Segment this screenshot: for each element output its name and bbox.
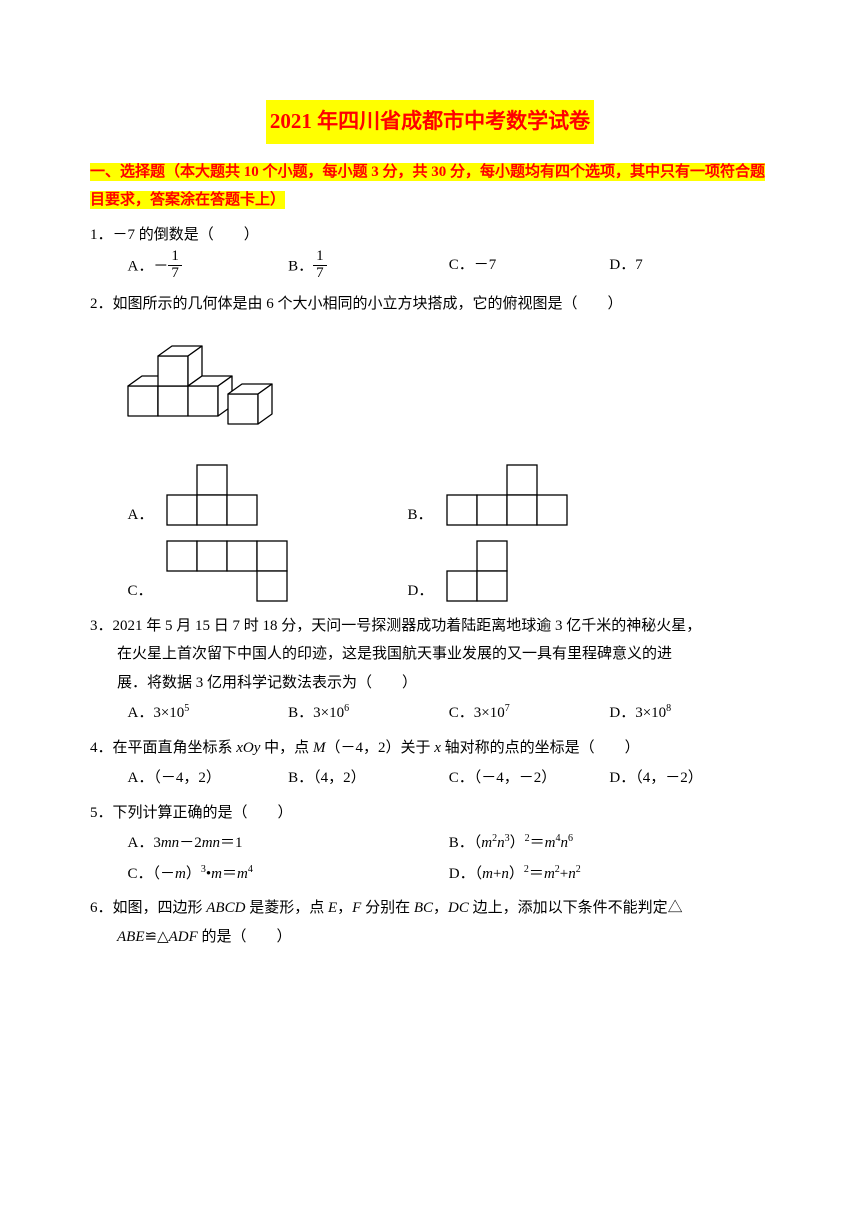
q3d-s: 8 bbox=[666, 703, 671, 714]
q3-option-a: A．3×105 bbox=[128, 699, 289, 728]
q2-optD-icon bbox=[445, 536, 515, 606]
q3-options: A．3×105 B．3×106 C．3×107 D．3×108 bbox=[90, 699, 770, 728]
question-5: 5．下列计算正确的是（ ） A．3mn－2mn＝1 B．（m2n3）2＝m4n6… bbox=[90, 799, 770, 889]
q4-option-a: A．（－4，2） bbox=[128, 764, 289, 793]
q2-3d-diagram bbox=[120, 326, 770, 452]
q4-x: x bbox=[434, 740, 441, 756]
q2-optA-icon bbox=[165, 460, 265, 530]
q3a-t: A．3×10 bbox=[128, 705, 185, 721]
q2-optB-label: B． bbox=[408, 501, 433, 530]
question-6: 6．如图，四边形 ABCD 是菱形，点 E，F 分别在 BC，DC 边上，添加以… bbox=[90, 894, 770, 951]
q2-optB-icon bbox=[445, 460, 575, 530]
q3c-t: C．3×10 bbox=[449, 705, 505, 721]
q3-line1: 3．2021 年 5 月 15 日 7 时 18 分，天问一号探测器成功着陆距离… bbox=[90, 612, 770, 641]
exam-title: 2021 年四川省成都市中考数学试卷 bbox=[266, 100, 594, 144]
q4-option-b: B．（4，2） bbox=[288, 764, 449, 793]
q3-line3: 展．将数据 3 亿用科学记数法表示为（ ） bbox=[90, 669, 770, 698]
question-4: 4．在平面直角坐标系 xOy 中，点 M（－4，2）关于 x 轴对称的点的坐标是… bbox=[90, 734, 770, 793]
q2-option-a: A． bbox=[128, 460, 408, 530]
q3a-s: 5 bbox=[184, 703, 189, 714]
q3-option-c: C．3×107 bbox=[449, 699, 610, 728]
section-1-header-wrap: 一、选择题（本大题共 10 个小题，每小题 3 分，共 30 分，每小题均有四个… bbox=[90, 158, 770, 215]
question-3: 3．2021 年 5 月 15 日 7 时 18 分，天问一号探测器成功着陆距离… bbox=[90, 612, 770, 728]
q1-options: A．－17 B．17 C．－7 D．7 bbox=[90, 251, 770, 284]
q2-row-cd: C． D． bbox=[128, 536, 771, 606]
q4-option-d: D．（4，－2） bbox=[609, 764, 770, 793]
q2-text: 2．如图所示的几何体是由 6 个大小相同的小立方块搭成，它的俯视图是（ ） bbox=[90, 290, 770, 319]
q6-2b: 的是（ ） bbox=[198, 929, 292, 945]
q4-m: M bbox=[313, 740, 326, 756]
q1-option-d: D．7 bbox=[609, 251, 770, 284]
q5-option-a: A．3mn－2mn＝1 bbox=[128, 829, 449, 858]
q3b-s: 6 bbox=[344, 703, 349, 714]
q2-optC-icon bbox=[165, 536, 295, 606]
q1-option-b: B．17 bbox=[288, 251, 449, 284]
q6-line2: ABE≌△ADF 的是（ ） bbox=[90, 923, 770, 952]
q6-e: E bbox=[328, 900, 337, 916]
q4-p3: （－4，2）关于 bbox=[325, 740, 434, 756]
q6-c: ， bbox=[337, 900, 352, 916]
q6-d: 分别在 bbox=[361, 900, 414, 916]
q3c-s: 7 bbox=[505, 703, 510, 714]
q6-abcd: ABCD bbox=[206, 900, 245, 916]
q5-option-b: B．（m2n3）2＝m4n6 bbox=[449, 829, 770, 858]
q5-option-d: D．（m+n）2＝m2+n2 bbox=[449, 860, 770, 889]
q5-options-row2: C．（－m）3•m＝m4 D．（m+n）2＝m2+n2 bbox=[90, 860, 770, 889]
q3b-t: B．3×10 bbox=[288, 705, 344, 721]
q1-option-c: C．－7 bbox=[449, 251, 610, 284]
q6-f: F bbox=[352, 900, 361, 916]
q5-option-c: C．（－m）3•m＝m4 bbox=[128, 860, 449, 889]
q4-p2: 中，点 bbox=[260, 740, 313, 756]
q6-a: 6．如图，四边形 bbox=[90, 900, 206, 916]
q4-option-c: C．（－4，－2） bbox=[449, 764, 610, 793]
q3d-t: D．3×10 bbox=[609, 705, 666, 721]
q2-optC-label: C． bbox=[128, 577, 153, 606]
q2-option-c: C． bbox=[128, 536, 408, 606]
q2-row-ab: A． B． bbox=[128, 460, 771, 530]
q1-optA-label: A． bbox=[128, 259, 154, 275]
q4-xoy: xOy bbox=[236, 740, 260, 756]
q6-bc: BC bbox=[414, 900, 433, 916]
q6-2a: ≌△ bbox=[145, 929, 169, 945]
question-2: 2．如图所示的几何体是由 6 个大小相同的小立方块搭成，它的俯视图是（ ） bbox=[90, 290, 770, 606]
q6-adf: ADF bbox=[169, 929, 198, 945]
q1-optB-label: B． bbox=[288, 259, 313, 275]
q6-dc: DC bbox=[448, 900, 469, 916]
q1-text: 1．－7 的倒数是（ ） bbox=[90, 221, 770, 250]
q4-p1: 4．在平面直角坐标系 bbox=[90, 740, 236, 756]
q3-line2: 在火星上首次留下中国人的印迹，这是我国航天事业发展的又一具有里程碑意义的进 bbox=[90, 640, 770, 669]
q4-options: A．（－4，2） B．（4，2） C．（－4，－2） D．（4，－2） bbox=[90, 764, 770, 793]
q6-abe: ABE bbox=[117, 929, 145, 945]
q4-text: 4．在平面直角坐标系 xOy 中，点 M（－4，2）关于 x 轴对称的点的坐标是… bbox=[90, 734, 770, 763]
q2-option-b: B． bbox=[408, 460, 575, 530]
q2-option-d: D． bbox=[408, 536, 516, 606]
title-container: 2021 年四川省成都市中考数学试卷 bbox=[90, 100, 770, 152]
q2-option-diagrams: A． B． bbox=[90, 460, 770, 606]
section-1-header: 一、选择题（本大题共 10 个小题，每小题 3 分，共 30 分，每小题均有四个… bbox=[90, 163, 765, 210]
q6-e2: ， bbox=[433, 900, 448, 916]
q2-optD-label: D． bbox=[408, 577, 434, 606]
q6-line1: 6．如图，四边形 ABCD 是菱形，点 E，F 分别在 BC，DC 边上，添加以… bbox=[90, 894, 770, 923]
q2-optA-label: A． bbox=[128, 501, 154, 530]
q3-option-d: D．3×108 bbox=[609, 699, 770, 728]
q6-b: 是菱形，点 bbox=[245, 900, 328, 916]
cube-3d-icon bbox=[120, 326, 290, 441]
q4-p4: 轴对称的点的坐标是（ ） bbox=[441, 740, 640, 756]
q6-f2: 边上，添加以下条件不能判定△ bbox=[469, 900, 683, 916]
q5-text: 5．下列计算正确的是（ ） bbox=[90, 799, 770, 828]
q1-option-a: A．－17 bbox=[128, 251, 289, 284]
q5-options-row1: A．3mn－2mn＝1 B．（m2n3）2＝m4n6 bbox=[90, 829, 770, 858]
question-1: 1．－7 的倒数是（ ） A．－17 B．17 C．－7 D．7 bbox=[90, 221, 770, 284]
q3-option-b: B．3×106 bbox=[288, 699, 449, 728]
